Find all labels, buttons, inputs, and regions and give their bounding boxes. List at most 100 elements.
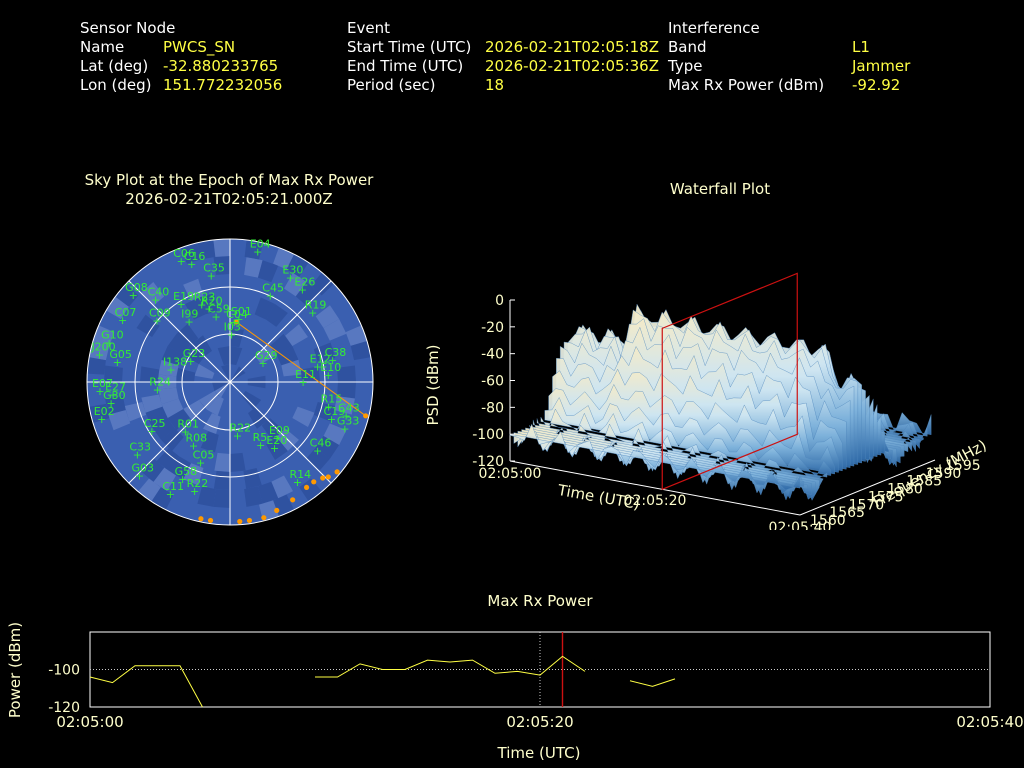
satellite-label: C04 bbox=[226, 308, 248, 321]
power-x-tick: 02:05:20 bbox=[506, 713, 573, 731]
satellite-label: C46 bbox=[310, 436, 332, 449]
satellite-label: G05 bbox=[109, 348, 132, 361]
waterfall-y-axis bbox=[799, 459, 936, 516]
satellite-c04: +C04 bbox=[226, 308, 248, 329]
sky-track-point bbox=[246, 517, 253, 524]
power-y-tick: -120 bbox=[48, 700, 80, 716]
satellite-marker: + bbox=[298, 376, 307, 389]
satellite-label: G10 bbox=[101, 329, 124, 342]
sky-heat-cell bbox=[158, 359, 179, 377]
sky-heat-cell bbox=[281, 359, 302, 377]
satellite-r20: +R20 bbox=[201, 295, 223, 316]
satellite-label: C35 bbox=[203, 262, 225, 275]
sky-plot-subtitle: 2026-02-21T02:05:21.000Z bbox=[125, 190, 333, 208]
satellite-marker: + bbox=[151, 293, 160, 306]
sky-heat-cell bbox=[230, 452, 246, 472]
satellite-label: R24 bbox=[149, 376, 171, 389]
sky-heat-cell bbox=[191, 335, 212, 357]
waterfall-y-tick: 1595 bbox=[945, 458, 981, 474]
satellite-e02: +E02 bbox=[94, 405, 115, 426]
satellite-label: S01 bbox=[231, 305, 252, 318]
power-plot-series bbox=[89, 655, 676, 708]
satellite-marker: + bbox=[327, 413, 336, 426]
sky-plot-grid bbox=[86, 238, 374, 526]
sky-heat-cell bbox=[88, 340, 110, 361]
satellite-marker: + bbox=[178, 473, 187, 486]
sky-track-point bbox=[311, 479, 317, 485]
power-plot-x-ticks: 02:05:00 02:05:20 02:05:40 bbox=[56, 713, 1023, 731]
satellite-marker: + bbox=[181, 426, 190, 439]
waterfall-slice bbox=[540, 408, 832, 477]
satellite-marker: + bbox=[113, 356, 122, 369]
satellite-label: E07 bbox=[92, 377, 113, 390]
power-y-tick: -100 bbox=[48, 663, 80, 679]
satellite-label: C59 bbox=[208, 303, 230, 316]
waterfall-y-tick: 1560 bbox=[810, 513, 846, 529]
sky-plot-satellites: +C06+C16 +E04+C35+E30+E26+C45+G08+C40+E19… bbox=[90, 237, 359, 501]
satellite-e26: +E26 bbox=[294, 275, 315, 296]
sky-heat-cell bbox=[124, 402, 147, 422]
sky-track-point bbox=[233, 319, 239, 325]
waterfall-y-tick: 1580 bbox=[887, 482, 923, 498]
sky-heat-cell bbox=[197, 486, 216, 507]
sky-heat-cell bbox=[194, 364, 215, 379]
satellite-label: R19 bbox=[305, 299, 327, 312]
satellite-label: G03 bbox=[131, 462, 154, 475]
satellite-marker: + bbox=[313, 444, 322, 457]
sky-heat-cell bbox=[217, 346, 230, 366]
sky-heat-cell bbox=[156, 447, 180, 472]
waterfall-y-tick: 1565 bbox=[829, 505, 865, 521]
satellite-label: E19 bbox=[173, 290, 194, 303]
waterfall-x-tick: 02:05:20 bbox=[624, 493, 687, 509]
satellite-label: C06 bbox=[173, 247, 195, 260]
satellite-label: R22 bbox=[187, 477, 209, 490]
satellite-e11: +E11 bbox=[295, 368, 316, 389]
satellite-r24: +R24 bbox=[149, 376, 171, 397]
sensor-heading: Sensor Node bbox=[80, 19, 176, 37]
sky-heat-cell bbox=[284, 272, 307, 297]
event-heading: Event bbox=[347, 19, 390, 37]
sky-heat-cell bbox=[145, 406, 168, 427]
satellite-marker: + bbox=[95, 385, 104, 398]
satellite-marker: + bbox=[256, 439, 265, 452]
satellite-label: C33 bbox=[129, 440, 151, 453]
sensor-lat-label: Lat (deg) bbox=[80, 57, 149, 75]
satellite-label: R5 bbox=[253, 431, 268, 444]
satellite-label: R23 bbox=[194, 290, 216, 303]
waterfall-slice bbox=[509, 423, 801, 491]
satellite-i138: +I138 bbox=[163, 355, 187, 376]
satellite-marker: + bbox=[258, 357, 267, 370]
sky-heat-cell bbox=[180, 241, 201, 264]
satellite-marker: + bbox=[286, 271, 295, 284]
power-plot-title: Max Rx Power bbox=[487, 592, 593, 610]
satellite-label: G08 bbox=[125, 281, 148, 294]
waterfall-x-tick: 02:05:00 bbox=[479, 466, 542, 482]
satellite-c43: +C43 bbox=[338, 401, 360, 422]
satellite-e19: +E19 bbox=[173, 290, 194, 311]
satellite-g10: +G10 bbox=[101, 329, 124, 350]
satellite-marker: + bbox=[340, 422, 349, 435]
sky-track-point bbox=[237, 518, 243, 525]
interference-power-label: Max Rx Power (dBm) bbox=[668, 76, 825, 94]
satellite-label: R20 bbox=[201, 295, 223, 308]
sky-heat-cell bbox=[88, 403, 110, 424]
satellite-label: E30 bbox=[282, 263, 303, 276]
satellite-marker: + bbox=[324, 401, 333, 414]
satellite-marker: + bbox=[227, 328, 236, 341]
satellite-g29: +G29 bbox=[255, 349, 278, 370]
satellite-marker: + bbox=[328, 354, 337, 367]
sky-track-point bbox=[334, 469, 340, 475]
satellite-label: C07 bbox=[115, 306, 137, 319]
satellite-g03: +G03 bbox=[131, 462, 154, 483]
sky-heat-cell bbox=[92, 324, 115, 346]
waterfall-z-tick: -100 bbox=[472, 427, 504, 443]
satellite-label: E11 bbox=[295, 368, 316, 381]
satellite-marker: + bbox=[197, 298, 206, 311]
satellite-c35: +C35 bbox=[203, 262, 225, 283]
satellite-marker: + bbox=[118, 314, 127, 327]
satellite-marker: + bbox=[293, 476, 302, 489]
sky-heat-cell bbox=[185, 297, 206, 320]
satellite-r15: +R15 bbox=[321, 393, 343, 414]
sensor-name-label: Name bbox=[80, 38, 125, 56]
sky-heat-cell bbox=[300, 366, 320, 382]
